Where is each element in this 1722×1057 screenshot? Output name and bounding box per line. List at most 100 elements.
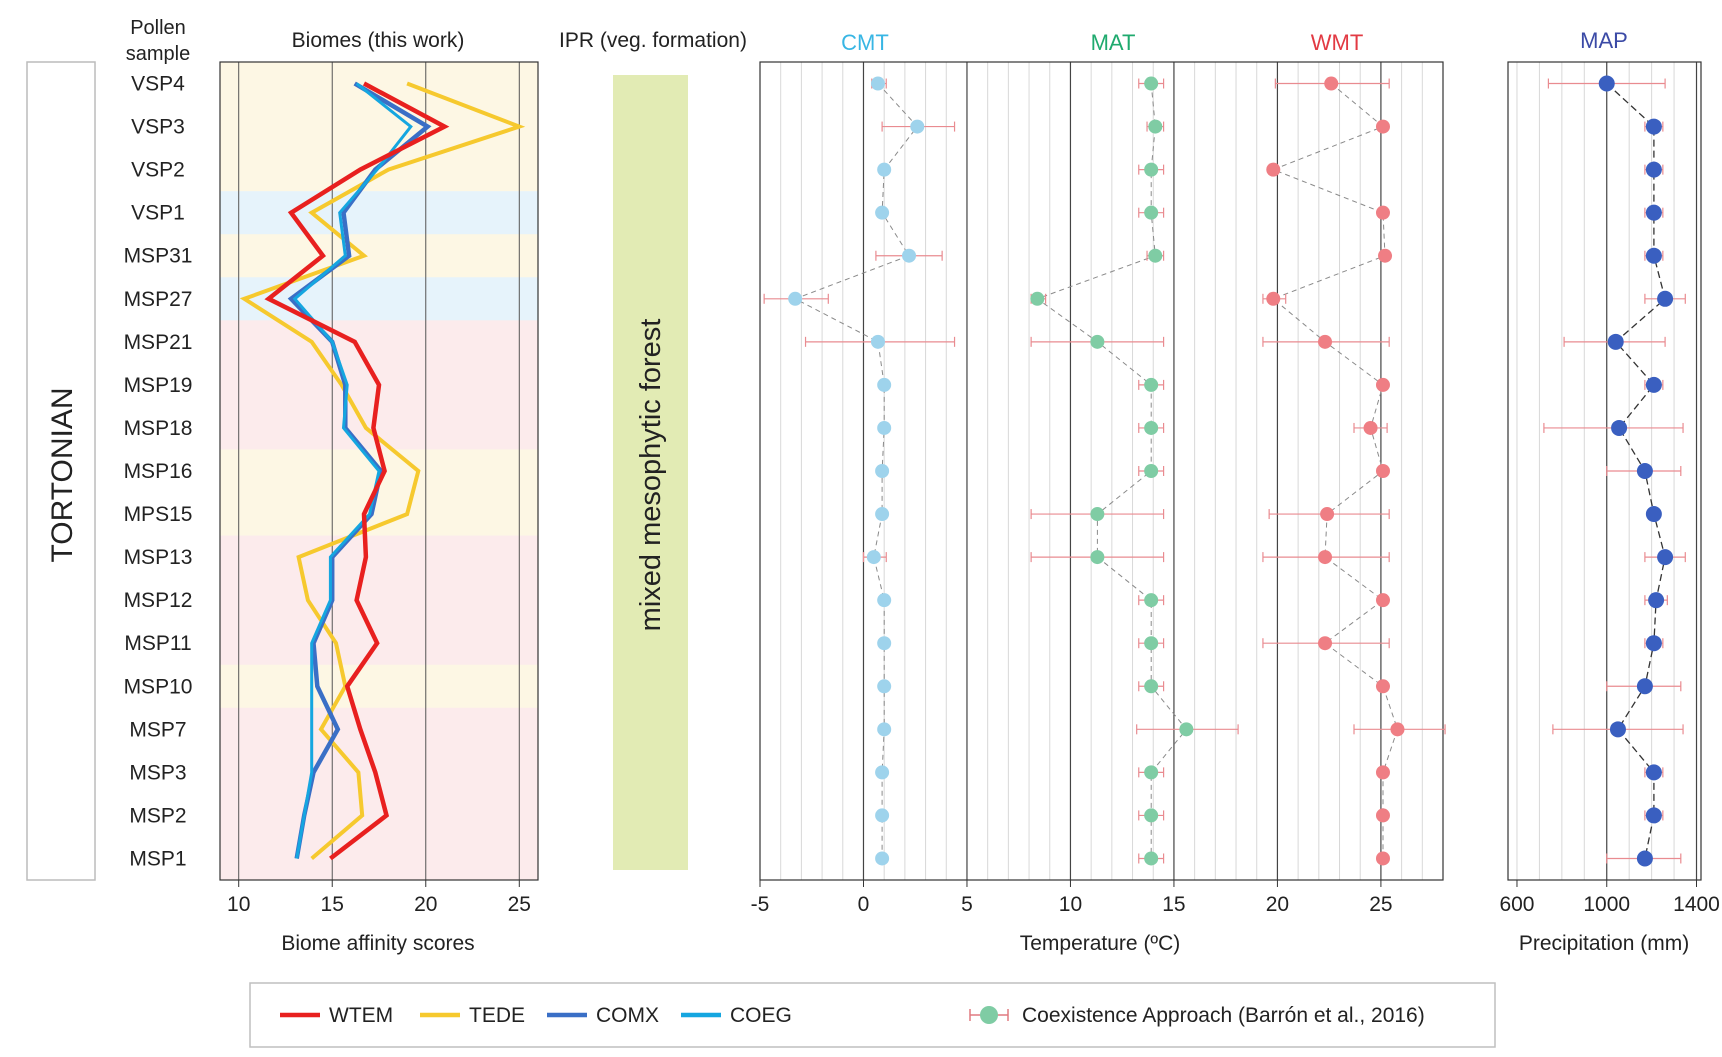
stage-label: TORTONIAN <box>46 387 79 562</box>
biome-frame <box>219 61 539 881</box>
sample-label: MSP3 <box>129 761 186 784</box>
biome-tick-label: 15 <box>321 893 344 916</box>
sample-label: MSP10 <box>124 675 193 698</box>
wmt-point <box>1320 507 1335 522</box>
map-point <box>1645 161 1662 178</box>
temperature-panel: -5 0 5 10 15 20 25 Temperature (ºC) CMT MAT WMT <box>751 30 1446 955</box>
wmt-point <box>1318 636 1333 651</box>
legend-label-comx: COMX <box>596 1004 659 1027</box>
biome-series-comx <box>287 81 432 859</box>
wmt-point <box>1375 593 1390 608</box>
mat-point <box>1144 808 1159 823</box>
wmt-point <box>1375 205 1390 220</box>
biome-band <box>220 234 538 278</box>
biome-tick-label: 25 <box>508 893 531 916</box>
biome-band <box>220 578 538 623</box>
sample-label: MSP2 <box>129 804 186 827</box>
mat-point <box>1090 550 1105 565</box>
sample-label: MSP31 <box>124 245 193 268</box>
sample-column: Pollen sample TORTONIAN VSP4 VSP3 VSP2 VSP1… <box>26 17 193 881</box>
map-point <box>1636 850 1653 867</box>
biome-xlabel: Biome affinity scores <box>281 932 474 955</box>
precipitation-xlabel: Precipitation (mm) <box>1519 932 1689 955</box>
temperature-series-cmt <box>763 76 956 866</box>
wmt-point <box>1318 550 1333 565</box>
map-point <box>1657 549 1674 566</box>
cmt-point <box>875 464 890 478</box>
cmt-point <box>870 334 885 349</box>
mat-point <box>1144 679 1159 694</box>
temperature-tick-label: 0 <box>858 893 870 916</box>
mat-point <box>1144 636 1159 651</box>
biome-band <box>220 105 538 149</box>
temperature-titles: CMT MAT WMT <box>841 30 1363 55</box>
map-point <box>1657 290 1674 307</box>
precipitation-panel: 600 1000 1400 Precipitation (mm) MAP <box>1499 28 1719 955</box>
biome-title: Biomes (this work) <box>292 29 465 52</box>
cmt-point <box>875 205 890 220</box>
cmt-point <box>877 679 892 694</box>
wmt-point <box>1266 291 1281 306</box>
wmt-point <box>1375 808 1390 823</box>
biome-tick-label: 10 <box>227 893 250 916</box>
cmt-point <box>788 291 803 306</box>
biome-band <box>220 793 538 838</box>
cmt-point <box>875 765 890 780</box>
sample-label: VSP1 <box>131 202 185 225</box>
biome-series-wtem <box>264 81 450 861</box>
sample-label: MSP13 <box>124 546 193 569</box>
mat-title: MAT <box>1091 30 1136 55</box>
biome-band <box>220 191 538 235</box>
biome-band <box>220 148 538 192</box>
biome-panel: Biomes (this work) Biome affinity scores… <box>219 29 539 955</box>
mat-point <box>1144 464 1159 478</box>
wmt-point <box>1375 119 1390 134</box>
sample-label: MSP1 <box>129 847 186 870</box>
temperature-ticks: -5 0 5 10 15 20 25 <box>751 880 1393 916</box>
wmt-point <box>1375 765 1390 780</box>
temperature-series-mat <box>1030 76 1239 866</box>
temperature-grid <box>780 62 1444 880</box>
biome-band <box>220 535 538 580</box>
legend-ca-label: Coexistence Approach (Barrón et al., 201… <box>1022 1004 1425 1027</box>
mat-point <box>1090 507 1105 522</box>
ipr-title: IPR (veg. formation) <box>559 29 747 52</box>
mat-point <box>1144 593 1159 608</box>
temperature-tick-label: 15 <box>1162 893 1185 916</box>
sample-label: MSP16 <box>124 460 193 483</box>
map-point <box>1607 333 1624 350</box>
biome-series-tede <box>239 81 526 861</box>
biome-tick-label: 20 <box>414 893 437 916</box>
biome-band <box>220 320 538 364</box>
cmt-point <box>877 593 892 608</box>
precipitation-tick-label: 1000 <box>1583 893 1630 916</box>
biome-band <box>220 707 538 752</box>
legend-label-coeg: COEG <box>730 1004 792 1027</box>
ipr-formation-label: mixed mesophytic forest <box>635 319 667 632</box>
legend-ca-entry: Coexistence Approach (Barrón et al., 201… <box>969 1004 1425 1027</box>
cmt-point <box>877 162 892 177</box>
mat-point <box>1090 334 1105 349</box>
ca-marker-symbol <box>980 1006 998 1024</box>
map-point <box>1645 506 1662 523</box>
cmt-point <box>875 507 890 522</box>
wmt-point <box>1324 76 1339 91</box>
biome-bands <box>220 62 538 881</box>
precipitation-tick-label: 1400 <box>1673 893 1720 916</box>
sample-label: VSP4 <box>131 73 185 96</box>
mat-point <box>1148 119 1163 134</box>
mat-point <box>1144 205 1159 220</box>
mat-point <box>1144 76 1159 91</box>
mat-point <box>1179 722 1194 737</box>
biome-band <box>220 836 538 881</box>
sample-label: MSP27 <box>124 288 193 311</box>
mat-point <box>1148 248 1163 263</box>
map-point <box>1611 419 1628 436</box>
sample-label: VSP3 <box>131 116 185 139</box>
sample-label: MSP11 <box>124 632 191 655</box>
map-point <box>1645 764 1662 781</box>
mat-point <box>1030 291 1045 306</box>
temperature-series-wmt <box>1262 76 1446 866</box>
map-point <box>1645 118 1662 135</box>
cmt-point <box>902 248 917 263</box>
